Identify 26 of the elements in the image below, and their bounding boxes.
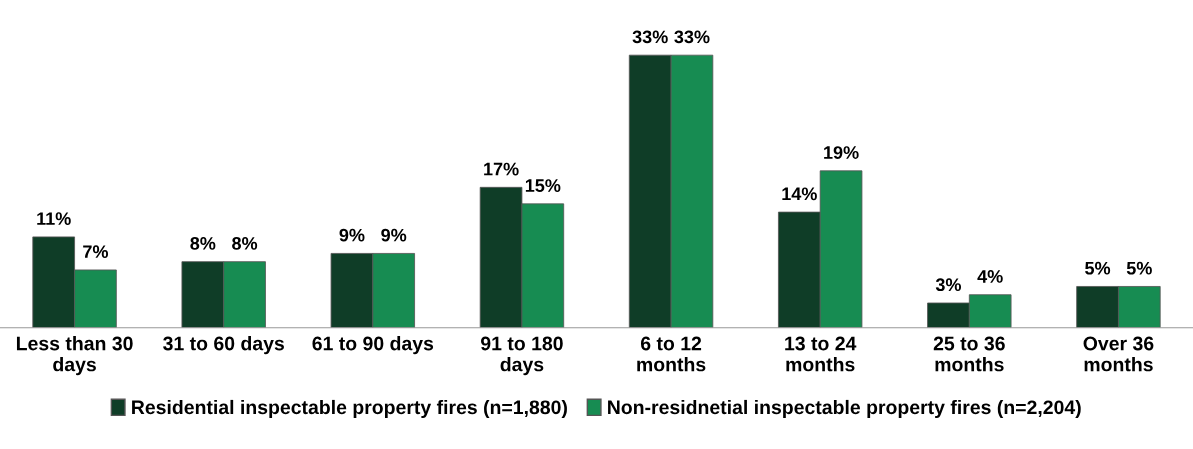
- data-label: 4%: [977, 270, 1003, 283]
- legend-label: Non-residnetial inspectable property fires (n=2,204): [608, 399, 1081, 419]
- data-label: 15%: [525, 179, 561, 192]
- x-tick-label: Less than 30 days: [16, 336, 133, 376]
- x-tick-label: Over 36 months: [1083, 336, 1154, 372]
- x-tick-label: 91 to 180 days: [481, 336, 563, 376]
- data-label: 33%: [674, 30, 710, 44]
- data-label: 14%: [782, 187, 817, 201]
- x-tick-label: 13 to 24 months: [785, 336, 857, 372]
- data-label: 9%: [339, 228, 365, 242]
- x-tick-label: 6 to 12 months: [637, 336, 706, 372]
- legend-label: Residential inspectable property fires (n=1,880): [132, 399, 567, 419]
- x-tick-label: 31 to 60 days: [163, 336, 284, 355]
- x-tick-label: 61 to 90 days: [312, 336, 434, 355]
- data-label: 19%: [824, 146, 859, 159]
- data-label: 11%: [37, 212, 71, 225]
- data-label: 7%: [83, 245, 109, 259]
- data-label: 8%: [190, 237, 216, 250]
- data-label: 17%: [484, 162, 519, 176]
- data-label: 9%: [381, 228, 407, 242]
- data-label: 3%: [935, 278, 962, 292]
- data-label: 8%: [232, 237, 258, 250]
- data-label: 33%: [632, 30, 668, 44]
- data-label: 5%: [1085, 261, 1111, 275]
- x-tick-label: 25 to 36 months: [933, 336, 1005, 372]
- data-label: 5%: [1126, 261, 1152, 275]
